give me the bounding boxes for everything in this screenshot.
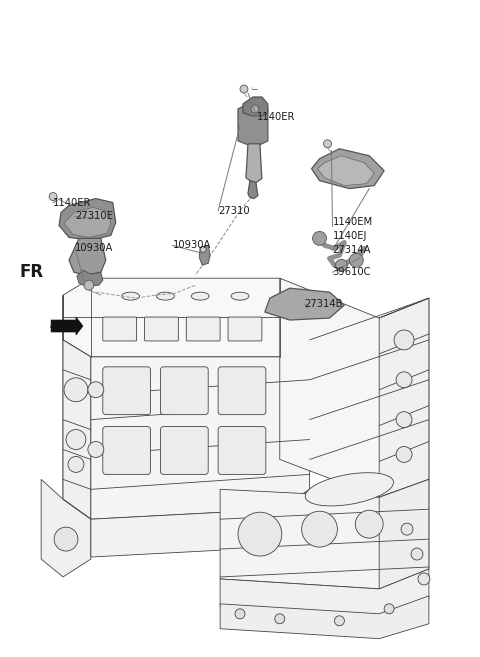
Polygon shape — [59, 198, 116, 240]
Text: 1140ER: 1140ER — [257, 112, 295, 122]
Ellipse shape — [305, 472, 394, 506]
Polygon shape — [63, 295, 91, 519]
FancyBboxPatch shape — [103, 367, 151, 415]
Ellipse shape — [122, 292, 140, 300]
Polygon shape — [379, 298, 429, 497]
Polygon shape — [238, 104, 268, 145]
Polygon shape — [280, 278, 429, 497]
Polygon shape — [220, 480, 429, 589]
Polygon shape — [63, 340, 91, 519]
Polygon shape — [379, 480, 429, 589]
Circle shape — [394, 330, 414, 350]
Circle shape — [301, 511, 337, 547]
Circle shape — [84, 280, 94, 290]
Circle shape — [335, 616, 344, 625]
FancyBboxPatch shape — [103, 317, 137, 341]
Polygon shape — [91, 340, 310, 519]
Circle shape — [349, 254, 363, 267]
Polygon shape — [248, 181, 258, 198]
Ellipse shape — [156, 292, 174, 300]
Polygon shape — [77, 270, 103, 286]
Circle shape — [396, 372, 412, 388]
FancyBboxPatch shape — [218, 367, 266, 415]
Polygon shape — [265, 288, 344, 320]
Circle shape — [88, 442, 104, 457]
Text: 10930A: 10930A — [172, 240, 211, 250]
Circle shape — [64, 378, 88, 401]
Ellipse shape — [231, 292, 249, 300]
Text: 10930A: 10930A — [75, 243, 113, 254]
Polygon shape — [246, 144, 262, 183]
FancyBboxPatch shape — [218, 426, 266, 474]
Polygon shape — [220, 596, 429, 639]
Polygon shape — [91, 489, 310, 557]
Circle shape — [200, 246, 206, 252]
Polygon shape — [69, 238, 106, 275]
Text: 27310E: 27310E — [75, 212, 113, 221]
Text: 1140EM: 1140EM — [333, 217, 372, 227]
Circle shape — [240, 85, 248, 93]
Circle shape — [418, 573, 430, 585]
Circle shape — [68, 457, 84, 472]
Text: FR: FR — [19, 263, 43, 281]
Polygon shape — [41, 480, 91, 577]
Circle shape — [324, 140, 332, 148]
FancyBboxPatch shape — [103, 426, 151, 474]
Text: 27314B: 27314B — [305, 299, 343, 309]
Circle shape — [49, 193, 57, 200]
Polygon shape — [199, 245, 210, 265]
FancyBboxPatch shape — [160, 426, 208, 474]
FancyBboxPatch shape — [228, 317, 262, 341]
Polygon shape — [312, 148, 384, 189]
Polygon shape — [243, 97, 268, 116]
Text: 27314A: 27314A — [333, 245, 371, 256]
FancyBboxPatch shape — [144, 317, 179, 341]
Polygon shape — [51, 317, 83, 335]
Circle shape — [88, 382, 104, 397]
Circle shape — [384, 604, 394, 614]
Polygon shape — [220, 569, 429, 617]
Circle shape — [66, 430, 86, 449]
Text: 1140ER: 1140ER — [53, 198, 92, 208]
Circle shape — [396, 447, 412, 463]
Circle shape — [396, 412, 412, 428]
FancyBboxPatch shape — [160, 367, 208, 415]
Text: 39610C: 39610C — [333, 267, 371, 277]
Circle shape — [251, 105, 259, 113]
Circle shape — [238, 512, 282, 556]
Circle shape — [336, 260, 348, 271]
Circle shape — [275, 614, 285, 623]
Polygon shape — [64, 208, 111, 237]
FancyBboxPatch shape — [186, 317, 220, 341]
Ellipse shape — [192, 292, 209, 300]
Text: 27310: 27310 — [218, 206, 250, 215]
Circle shape — [355, 510, 383, 538]
Polygon shape — [63, 278, 310, 357]
Circle shape — [401, 523, 413, 535]
Polygon shape — [318, 156, 374, 186]
Circle shape — [235, 609, 245, 619]
Circle shape — [411, 548, 423, 560]
Circle shape — [54, 527, 78, 551]
Text: 1140EJ: 1140EJ — [333, 231, 367, 241]
Circle shape — [312, 231, 326, 245]
